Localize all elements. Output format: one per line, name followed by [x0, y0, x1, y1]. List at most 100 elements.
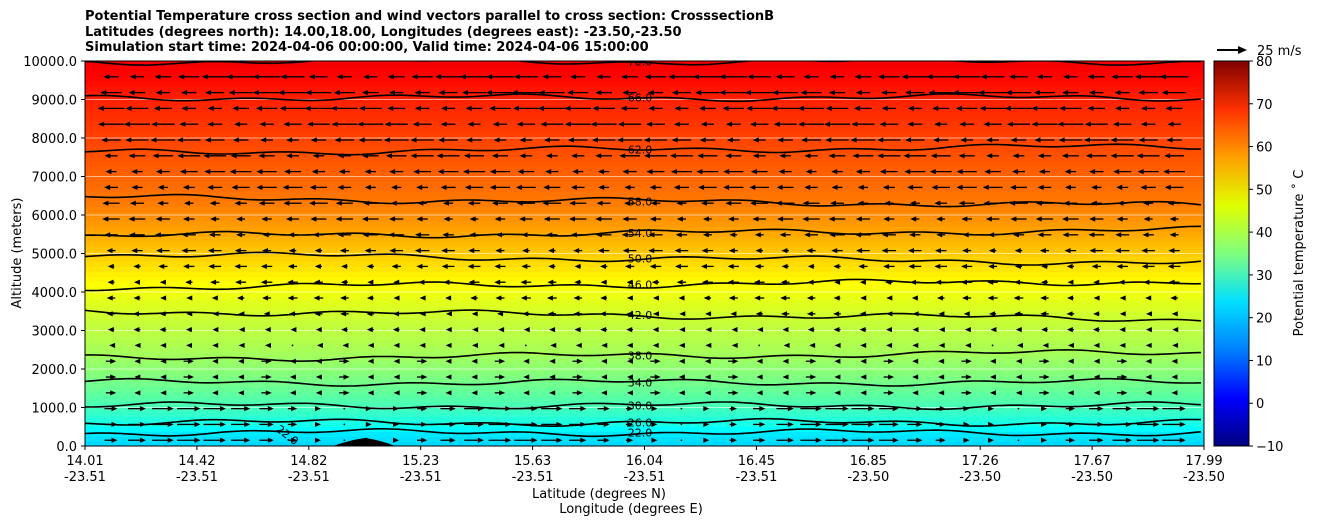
- wind-vector-head: [1036, 74, 1043, 80]
- wind-vector-head: [416, 216, 423, 222]
- wind-vector-head: [935, 248, 942, 254]
- wind-vector-head: [1141, 263, 1148, 270]
- temperature-band: [85, 426, 1204, 432]
- wind-vector-head: [101, 137, 108, 143]
- wind-vector-head: [908, 263, 915, 270]
- temperature-band: [85, 371, 1204, 377]
- wind-vector-head: [393, 437, 400, 443]
- wind-vector-head: [1015, 358, 1022, 364]
- wind-vector-head: [1116, 216, 1123, 222]
- wind-vector-head: [338, 169, 345, 175]
- wind-vector-head: [787, 406, 794, 412]
- wind-vector-head: [598, 184, 605, 191]
- temperature-band: [85, 421, 1204, 427]
- wind-vector-head: [833, 263, 840, 270]
- temperature-band: [85, 76, 1204, 82]
- wind-vector-head: [695, 90, 702, 96]
- wind-vector-head: [546, 295, 553, 301]
- wind-vector-head: [646, 121, 653, 127]
- wind-vector-head: [652, 311, 659, 317]
- wind-vector-head: [571, 153, 578, 159]
- wind-vector-head: [1010, 137, 1017, 143]
- wind-vector-head: [619, 153, 626, 159]
- wind-vector-head: [783, 342, 790, 349]
- wind-vector-head: [750, 200, 757, 206]
- temperature-band: [85, 181, 1204, 187]
- wind-vector-head: [471, 311, 478, 317]
- wind-vector-head: [597, 169, 604, 175]
- wind-vector-head: [340, 279, 347, 285]
- wind-vector-head: [391, 184, 398, 191]
- wind-vector-head: [519, 216, 526, 222]
- wind-vector-head: [1066, 327, 1073, 333]
- wind-vector-dot: [991, 344, 994, 347]
- wind-vector-head: [930, 153, 937, 159]
- wind-vector-head: [289, 374, 296, 380]
- contour-line: [85, 143, 1201, 156]
- wind-vector-head: [128, 153, 135, 159]
- wind-vector-head: [878, 74, 885, 80]
- wind-vector-head: [912, 358, 919, 364]
- wind-vector-head: [627, 437, 634, 443]
- wind-vector-head: [1012, 153, 1019, 159]
- wind-vector-head: [210, 279, 217, 285]
- contour-line: [85, 92, 1202, 103]
- wind-vector-head: [824, 121, 831, 127]
- quiver-key-label: 25 m/s: [1257, 44, 1302, 59]
- wind-vector-head: [494, 263, 501, 270]
- x-tick-lat: 16.04: [626, 454, 663, 469]
- wind-vector-head: [678, 390, 685, 396]
- wind-vector-head: [442, 232, 449, 238]
- wind-vector-head: [868, 437, 875, 443]
- wind-vector-head: [703, 437, 710, 443]
- wind-vector-head: [858, 263, 865, 270]
- wind-vector-head: [988, 311, 995, 317]
- wind-vector-head: [756, 390, 763, 396]
- wind-vector-head: [157, 184, 164, 191]
- wind-vector-head: [279, 105, 286, 112]
- wind-vector-head: [466, 137, 473, 143]
- wind-vector-head: [464, 184, 471, 191]
- wind-vector-head: [938, 311, 945, 317]
- wind-vector-head: [367, 358, 374, 364]
- wind-vector-head: [622, 248, 629, 254]
- wind-vector-head: [787, 421, 794, 428]
- wind-vector-head: [987, 295, 994, 301]
- wind-vector-head: [882, 184, 889, 191]
- wind-vector-head: [523, 358, 530, 364]
- wind-vector-head: [282, 184, 289, 191]
- wind-vector-head: [859, 327, 866, 333]
- wind-vector-head: [903, 153, 910, 159]
- wind-vector-head: [393, 374, 400, 380]
- wind-vector-head: [1041, 327, 1048, 333]
- wind-vector-head: [723, 169, 730, 175]
- wind-vector-head: [1037, 232, 1044, 238]
- wind-vector-head: [157, 200, 164, 206]
- temperature-band: [85, 186, 1204, 192]
- wind-vector-head: [831, 169, 838, 175]
- wind-vector-head: [1137, 169, 1144, 175]
- wind-vector-head: [477, 437, 484, 443]
- wind-vector-head: [1125, 437, 1132, 443]
- wind-vector-head: [489, 105, 496, 112]
- contour-label: 66.0: [628, 92, 653, 105]
- wind-vector-head: [624, 200, 631, 206]
- wind-vector-head: [419, 295, 426, 301]
- wind-vector-head: [265, 390, 272, 396]
- temperature-band: [85, 81, 1204, 87]
- wind-vector-head: [311, 169, 318, 175]
- wind-vector-head: [1145, 342, 1152, 349]
- y-tick-label: 0.0: [56, 440, 77, 455]
- wind-vector-head: [467, 200, 474, 206]
- wind-vector-head: [522, 248, 529, 254]
- wind-vector-head: [307, 121, 314, 127]
- wind-vector-head: [421, 374, 428, 380]
- wind-vector-dot: [343, 407, 346, 410]
- wind-vector-head: [725, 200, 732, 206]
- wind-vector-head: [389, 90, 396, 96]
- wind-vector-head: [204, 137, 211, 143]
- wind-vector-head: [389, 216, 396, 222]
- wind-vector-head: [105, 169, 112, 175]
- wind-vector-head: [905, 90, 912, 96]
- wind-vector-head: [860, 374, 867, 380]
